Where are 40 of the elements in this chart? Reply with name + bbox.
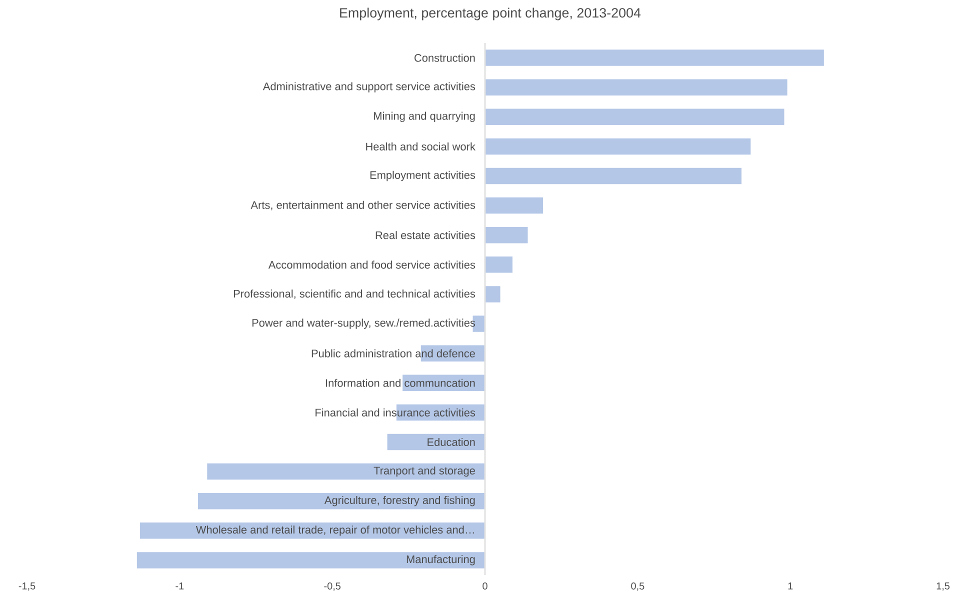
- x-tick-label: -1,5: [18, 582, 36, 591]
- y-tick-label: Construction: [414, 54, 475, 62]
- bar: [140, 522, 486, 539]
- y-tick-label: Education: [428, 438, 475, 446]
- bar: [485, 79, 788, 96]
- bar: [485, 168, 742, 184]
- x-tick-label: 1: [788, 582, 793, 590]
- y-tick-label: Arts, entertainment and other service activities: [250, 200, 476, 210]
- y-tick-label: Professional, scientific and and technical activities: [234, 290, 476, 299]
- y-tick-label: Tranport and storage: [374, 466, 475, 477]
- x-tick-label: 1,5: [936, 582, 950, 591]
- bar: [485, 50, 824, 66]
- bar: [198, 492, 486, 510]
- x-tick-label: 0,5: [631, 582, 644, 591]
- y-tick-label: Information and communcation: [326, 378, 475, 387]
- bar: [485, 197, 544, 214]
- y-tick-label: Health and social work: [366, 142, 476, 150]
- bar: [485, 256, 512, 273]
- x-tick-label: -1: [176, 582, 184, 590]
- y-tick-label: Accommodation and food service activities: [268, 260, 476, 269]
- bar: [136, 552, 486, 568]
- y-tick-label: Power and water-supply, sew./remed.activities: [252, 318, 476, 329]
- y-tick-label: Manufacturing: [406, 555, 475, 566]
- bar: [485, 226, 528, 244]
- x-tick-label: -0,5: [324, 582, 341, 591]
- y-tick-label: Administrative and support service activities: [262, 82, 476, 92]
- y-tick-label: Employment activities: [370, 170, 476, 182]
- y-tick-label: Real estate activities: [376, 231, 476, 240]
- y-tick-label: Agriculture, forestry and fishing: [324, 496, 475, 506]
- bar: [485, 138, 751, 155]
- bar: [207, 463, 486, 480]
- y-tick-label: Financial and insurance activities: [316, 408, 476, 416]
- chart-title: Employment, percentage point change, 2013-2004: [340, 8, 641, 20]
- bar: [485, 108, 784, 126]
- y-tick-label: Public administration and defence: [312, 349, 475, 358]
- y-tick-label: Wholesale and retail trade, repair of motor vehicles and…: [196, 526, 474, 536]
- bar: [485, 286, 500, 302]
- bar: [387, 434, 486, 450]
- x-tick-label: 0: [482, 582, 488, 590]
- y-tick-label: Mining and quarrying: [374, 112, 475, 122]
